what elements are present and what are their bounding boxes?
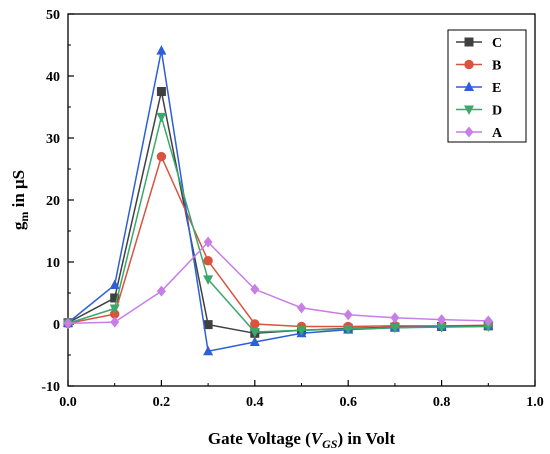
legend-label: E bbox=[492, 81, 501, 96]
legend-marker bbox=[464, 126, 474, 138]
legend-marker bbox=[464, 37, 474, 47]
x-tick-label: 0.2 bbox=[153, 395, 171, 410]
legend-marker bbox=[464, 81, 474, 91]
x-axis-title-suffix: ) in Volt bbox=[337, 429, 395, 448]
legend-item-E: E bbox=[456, 81, 501, 96]
x-axis-title-sub: GS bbox=[322, 437, 338, 451]
data-point-B bbox=[250, 319, 260, 329]
data-point-A bbox=[483, 315, 493, 327]
data-point-A bbox=[156, 285, 166, 297]
data-point-D bbox=[343, 324, 354, 335]
legend-item-A: A bbox=[456, 126, 503, 141]
data-point-C bbox=[203, 320, 213, 330]
series-C bbox=[63, 87, 493, 338]
legend-box bbox=[447, 29, 527, 143]
x-axis-title: Gate Voltage (VGS) in Volt bbox=[208, 429, 396, 451]
y-tick-label: 0 bbox=[53, 318, 60, 333]
y-tick-label: 30 bbox=[46, 132, 60, 147]
data-point-C bbox=[110, 293, 120, 303]
y-axis-title-g: g bbox=[9, 221, 28, 230]
x-tick-label: 0.4 bbox=[246, 395, 264, 410]
legend-label: B bbox=[492, 59, 501, 74]
legend-marker bbox=[464, 59, 474, 70]
data-point-E bbox=[109, 279, 120, 289]
x-axis-title-var: V bbox=[311, 429, 324, 448]
x-tick-label: 0.6 bbox=[339, 395, 357, 410]
data-point-D bbox=[389, 323, 400, 334]
y-tick-label: 10 bbox=[46, 256, 60, 271]
data-point-E bbox=[249, 336, 260, 346]
data-point-D bbox=[156, 112, 167, 123]
data-point-C bbox=[156, 87, 166, 96]
data-point-D bbox=[296, 326, 307, 336]
series-layer bbox=[63, 45, 494, 356]
data-point-A bbox=[297, 302, 306, 314]
series-line-B bbox=[67, 154, 489, 328]
legend-label: C bbox=[492, 36, 502, 51]
series-A bbox=[63, 236, 493, 329]
data-point-E bbox=[203, 345, 214, 356]
x-tick-label: 0.8 bbox=[433, 395, 451, 410]
data-point-B bbox=[110, 309, 120, 319]
data-point-A bbox=[390, 312, 400, 324]
data-point-B bbox=[203, 256, 213, 266]
y-axis-title-suffix: in μS bbox=[9, 170, 28, 212]
series-line-E bbox=[67, 50, 489, 353]
series-line-A bbox=[67, 241, 489, 325]
legend-label: D bbox=[492, 104, 502, 119]
legend-item-B: B bbox=[456, 59, 501, 74]
series-D bbox=[63, 112, 494, 338]
legend-item-C: C bbox=[456, 36, 502, 51]
data-point-A bbox=[63, 317, 73, 329]
series-line-C bbox=[67, 91, 489, 335]
data-point-B bbox=[156, 151, 167, 162]
y-tick-label: 50 bbox=[46, 8, 60, 23]
data-point-A bbox=[250, 283, 260, 295]
data-point-D bbox=[483, 322, 494, 332]
data-point-A bbox=[203, 236, 213, 248]
y-tick-label: -10 bbox=[41, 380, 60, 395]
series-E bbox=[63, 45, 494, 356]
x-axis-title-prefix: Gate Voltage ( bbox=[208, 429, 311, 448]
data-point-E bbox=[156, 45, 167, 55]
axes: 0.0 0.2 0.4 0.6 0.8 1.0 -10 0 10 20 30 40 50 bbox=[41, 8, 543, 410]
y-tick-label: 40 bbox=[46, 70, 60, 85]
y-axis-title: gm in μS bbox=[9, 170, 31, 230]
data-point-A bbox=[110, 316, 120, 328]
series-line-D bbox=[67, 113, 489, 333]
x-tick-label: 0.0 bbox=[59, 395, 77, 410]
y-axis-title-sub: m bbox=[17, 212, 31, 222]
legend-marker bbox=[464, 105, 474, 115]
data-point-A bbox=[343, 309, 353, 321]
legend-item-D: D bbox=[456, 104, 502, 119]
data-point-D bbox=[203, 275, 214, 285]
data-point-D bbox=[249, 328, 260, 338]
data-point-D bbox=[109, 304, 120, 314]
data-point-A bbox=[437, 314, 447, 326]
y-tick-label: 20 bbox=[46, 194, 60, 209]
data-point-D bbox=[436, 323, 447, 333]
legend-label: A bbox=[492, 126, 503, 141]
x-tick-label: 1.0 bbox=[526, 395, 544, 410]
